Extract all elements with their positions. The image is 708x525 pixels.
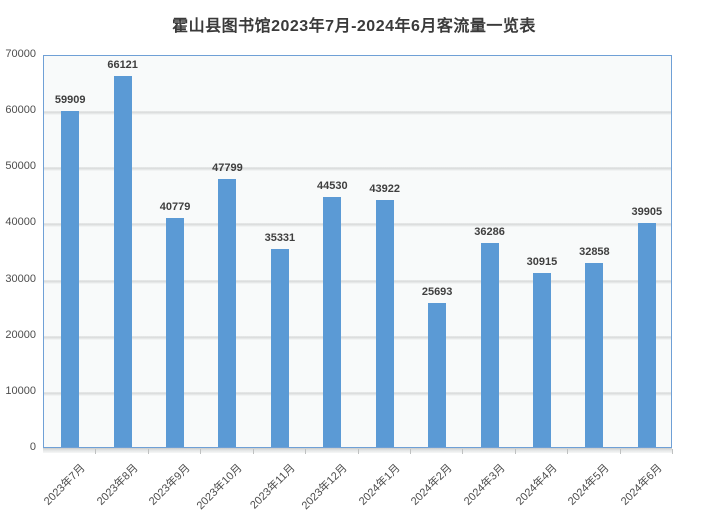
y-axis-tick-label: 30000 [5, 272, 36, 285]
bar-value-label: 32858 [579, 245, 610, 258]
bar-value-label: 43922 [369, 183, 400, 196]
bar-value-label: 40779 [159, 201, 191, 214]
bar-2024年1月 [375, 200, 394, 447]
bar-value-label: 30915 [526, 256, 558, 269]
bar-2024年3月 [480, 243, 499, 447]
x-axis-tick [409, 449, 411, 454]
bar-value-label: 66121 [107, 58, 138, 71]
x-axis-tick [462, 449, 464, 454]
y-axis-tick-label: 20000 [5, 328, 36, 341]
bar-value-label: 39905 [631, 205, 663, 218]
x-axis-tick-label: 2024年6月 [618, 462, 665, 508]
x-axis-tick-label: 2024年3月 [461, 462, 508, 508]
y-axis-tick-label: 60000 [5, 104, 36, 117]
bar-2023年12月 [323, 197, 342, 447]
bar-2024年4月 [532, 273, 551, 447]
x-axis-tick-label: 2024年5月 [566, 462, 612, 508]
x-axis-tick [514, 449, 516, 454]
y-axis-tick-label: 40000 [5, 216, 36, 229]
chart-title: 霍山县图书馆2023年7月-2024年6月客流量一览表 [172, 18, 536, 35]
x-axis-tick-label: 2024年1月 [356, 462, 403, 508]
gridline [44, 223, 671, 228]
gridline [44, 111, 671, 116]
x-axis-tick [95, 449, 97, 454]
gridline [44, 167, 671, 172]
y-axis-tick-label: 50000 [5, 160, 36, 173]
bar-2023年9月 [166, 218, 185, 447]
bar-2023年10月 [218, 178, 237, 447]
x-axis-tick [357, 449, 359, 454]
gridline [44, 391, 671, 396]
bar-2024年5月 [585, 262, 604, 447]
bar-value-label: 59909 [54, 93, 86, 106]
x-axis-tick-label: 2024年4月 [513, 462, 560, 508]
bar-value-label: 44530 [316, 179, 348, 192]
y-axis-tick-label: 0 [29, 441, 36, 453]
x-axis-tick [252, 449, 254, 454]
y-axis-tick-label: 70000 [5, 48, 36, 60]
bar-value-label: 25693 [421, 285, 453, 298]
bar-2023年8月 [113, 75, 132, 447]
x-axis-tick [200, 449, 202, 454]
x-axis-tick [619, 449, 621, 454]
plot-area: 59909 66121 40779 47799 35331 44530 43922 25693… [43, 55, 672, 448]
x-axis-tick-label: 2024年2月 [409, 462, 455, 508]
x-axis-tick [672, 449, 673, 454]
y-axis-tick-label: 10000 [5, 384, 36, 397]
x-axis-tick-label: 2023年8月 [94, 462, 141, 508]
gridline [44, 279, 671, 284]
bar-2023年11月 [270, 248, 289, 447]
x-axis-tick-label: 2023年11月 [248, 462, 298, 512]
x-axis-tick [567, 449, 569, 454]
x-axis-tick-label: 2023年10月 [195, 462, 246, 513]
bar-2024年6月 [637, 222, 656, 447]
x-axis-tick-label: 2023年12月 [299, 462, 350, 513]
bar-value-label: 47799 [212, 161, 243, 174]
x-axis-tick [305, 449, 307, 454]
bar-2023年7月 [61, 110, 80, 447]
x-axis-tick [147, 449, 149, 454]
x-axis-tick-label: 2023年7月 [42, 462, 88, 508]
bar-value-label: 35331 [264, 231, 296, 244]
gridline [44, 335, 671, 340]
bar-value-label: 36286 [474, 226, 505, 239]
bar-2024年2月 [428, 302, 447, 447]
x-axis-tick-label: 2023年9月 [146, 462, 193, 508]
